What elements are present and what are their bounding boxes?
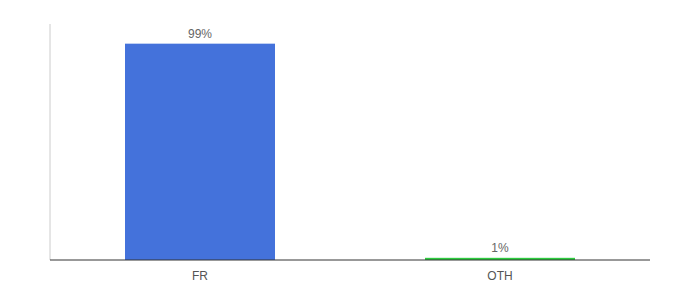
- chart-container: 99% 1% FR OTH: [0, 0, 680, 300]
- chart-svg: 99% 1% FR OTH: [0, 0, 680, 300]
- data-label: 1%: [491, 241, 509, 255]
- data-label: 99%: [188, 27, 212, 41]
- x-tick-label: FR: [192, 269, 208, 283]
- bars: [125, 44, 575, 260]
- bar: [125, 44, 275, 260]
- y-axis-line: [50, 24, 51, 260]
- x-tick-label: OTH: [487, 269, 512, 283]
- x-axis-line: [50, 260, 650, 261]
